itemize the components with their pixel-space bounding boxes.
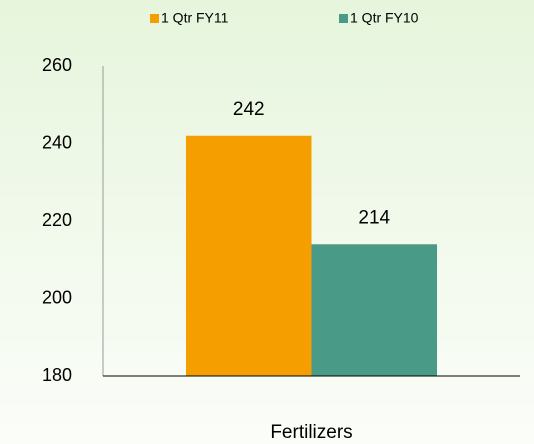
y-tick-label: 220	[42, 210, 72, 230]
legend-label: 1 Qtr FY10	[350, 10, 419, 26]
x-tick-label: Fertilizers	[270, 422, 352, 443]
legend-swatch	[150, 14, 159, 23]
bar	[311, 244, 437, 376]
legend-label: 1 Qtr FY11	[161, 10, 229, 26]
y-tick-label: 260	[42, 55, 72, 75]
y-tick-label: 240	[42, 132, 72, 152]
legend-swatch	[339, 14, 348, 23]
bar	[186, 135, 312, 376]
data-label: 214	[358, 207, 390, 228]
y-tick-label: 180	[42, 365, 72, 385]
data-label: 242	[233, 99, 265, 120]
y-tick-label: 200	[42, 287, 72, 307]
